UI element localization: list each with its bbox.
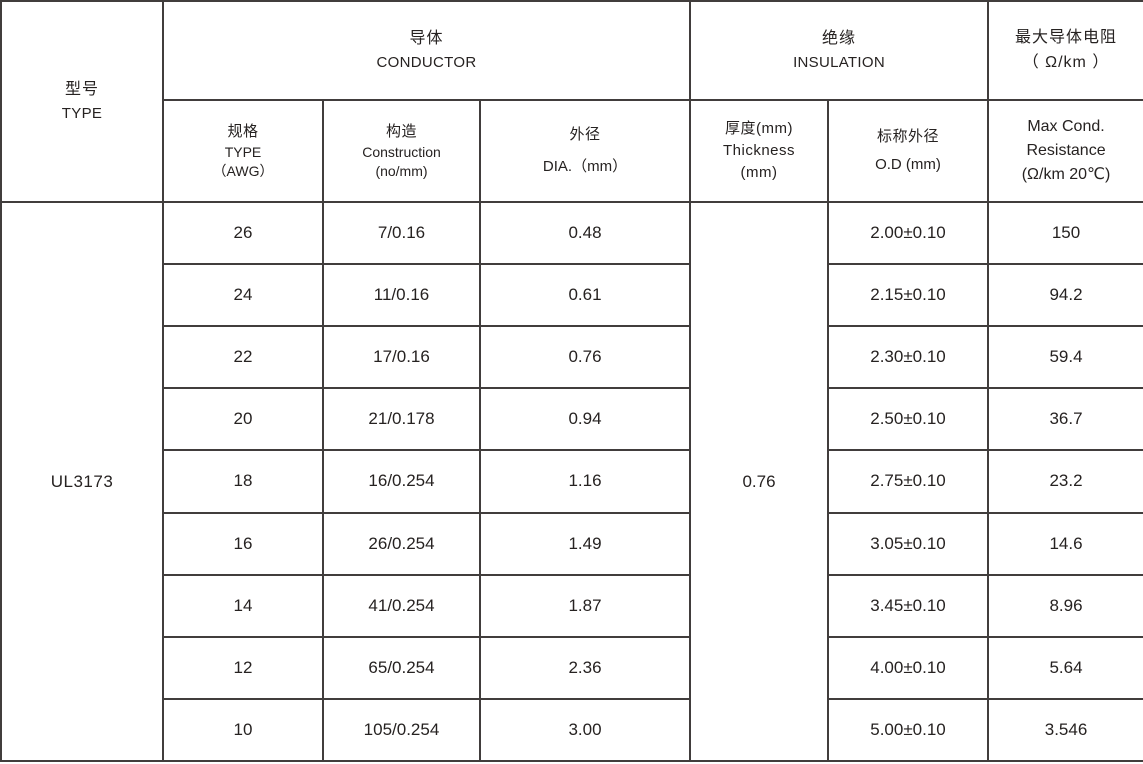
od-cell: 4.00±0.10 [827,635,990,700]
group-header-insulation: 绝缘 INSULATION [689,0,990,101]
group-header-resistance-unit: （ Ω/km ） [1022,53,1110,71]
dia-cell: 1.16 [478,449,692,514]
col-header-dia-en: DIA.（mm） [542,158,628,175]
group-header-insulation-en: INSULATION [793,53,885,71]
od-cell: 5.00±0.10 [827,697,990,763]
col-header-thickness-unit: (mm) [740,163,778,181]
awg-cell: 10 [162,697,324,763]
col-header-od: 标称外径 O.D (mm) [827,99,990,203]
resistance-cell: 3.546 [987,697,1143,763]
construction-cell: 17/0.16 [322,325,481,390]
awg-cell: 20 [162,387,324,452]
table-row: UL3173 26 7/0.16 0.48 0.76 2.00±0.10 150 [0,200,1143,762]
construction-cell: 11/0.16 [322,263,481,328]
construction-cell: 26/0.254 [322,511,481,576]
group-header-insulation-zh: 绝缘 [822,29,857,47]
col-header-awg: 规格 TYPE （AWG） [162,99,324,203]
resistance-cell: 5.64 [987,635,1143,700]
resistance-cell: 94.2 [987,263,1143,328]
construction-cell: 7/0.16 [322,200,481,266]
od-cell: 2.00±0.10 [827,200,990,266]
dia-cell: 0.48 [478,200,692,266]
col-header-max-resistance: Max Cond. Resistance (Ω/km 20℃) [987,99,1143,203]
col-header-max-resistance-l1: Max Cond. [1027,118,1105,135]
col-header-construction: 构造 Construction (no/mm) [322,99,481,203]
col-header-max-resistance-l3: (Ω/km 20℃) [1021,166,1111,183]
col-header-dia: 外径 DIA.（mm） [478,99,692,203]
awg-cell: 18 [162,449,324,514]
dia-cell: 1.49 [478,511,692,576]
resistance-cell: 23.2 [987,449,1143,514]
resistance-cell: 36.7 [987,387,1143,452]
construction-cell: 41/0.254 [322,573,481,638]
awg-cell: 16 [162,511,324,576]
od-cell: 3.45±0.10 [827,573,990,638]
type-value-cell: UL3173 [0,201,164,762]
thickness-value-cell: 0.76 [689,201,830,762]
col-header-awg-unit: （AWG） [212,162,274,179]
col-header-thickness: 厚度(mm) Thickness (mm) [689,99,830,203]
col-header-type-zh: 型号 [64,80,99,98]
col-header-construction-en: Construction [362,143,441,160]
dia-cell: 3.00 [478,697,692,763]
awg-cell: 26 [162,200,324,266]
od-cell: 3.05±0.10 [827,511,990,576]
dia-cell: 0.61 [478,263,692,328]
table-row: 22 17/0.16 0.76 2.30±0.10 59.4 [1,325,1143,390]
table-row: 10 105/0.254 3.00 5.00±0.10 3.546 [1,697,1143,763]
resistance-cell: 150 [987,200,1143,266]
dia-cell: 1.87 [478,573,692,638]
table-row: 24 11/0.16 0.61 2.15±0.10 94.2 [1,263,1143,328]
col-header-awg-en: TYPE [224,143,262,160]
group-header-resistance-zh: 最大导体电阻 [1015,28,1118,46]
group-header-conductor-zh: 导体 [409,29,444,47]
col-header-thickness-zh: 厚度(mm) [725,120,793,138]
od-cell: 2.30±0.10 [827,325,990,390]
construction-cell: 105/0.254 [322,697,481,763]
col-header-type: 型号 TYPE [0,0,164,203]
col-header-construction-unit: (no/mm) [375,162,428,179]
dia-cell: 0.76 [478,325,692,390]
construction-cell: 21/0.178 [322,387,481,452]
col-header-od-en: O.D (mm) [875,156,941,173]
od-cell: 2.75±0.10 [827,449,990,514]
col-header-thickness-en: Thickness [723,142,796,160]
od-cell: 2.50±0.10 [827,387,990,452]
dia-cell: 2.36 [478,635,692,700]
col-header-dia-zh: 外径 [569,126,601,143]
col-header-awg-zh: 规格 [227,123,259,141]
resistance-cell: 8.96 [987,573,1143,638]
group-header-resistance: 最大导体电阻 （ Ω/km ） [987,0,1143,101]
awg-cell: 22 [162,325,324,390]
awg-cell: 12 [162,635,324,700]
table-row: 14 41/0.254 1.87 3.45±0.10 8.96 [1,573,1143,638]
col-header-max-resistance-l2: Resistance [1026,142,1106,159]
table-row: 20 21/0.178 0.94 2.50±0.10 36.7 [1,387,1143,452]
dia-cell: 0.94 [478,387,692,452]
col-header-type-en: TYPE [61,104,103,122]
table-row: 12 65/0.254 2.36 4.00±0.10 5.64 [1,635,1143,700]
resistance-cell: 59.4 [987,325,1143,390]
awg-cell: 24 [162,263,324,328]
construction-cell: 16/0.254 [322,449,481,514]
awg-cell: 14 [162,573,324,638]
table-row: 16 26/0.254 1.49 3.05±0.10 14.6 [1,511,1143,576]
construction-cell: 65/0.254 [322,635,481,700]
col-header-od-zh: 标称外径 [877,128,940,145]
group-header-conductor-en: CONDUCTOR [376,53,477,71]
col-header-construction-zh: 构造 [385,123,417,141]
resistance-cell: 14.6 [987,511,1143,576]
table-row: 18 16/0.254 1.16 2.75±0.10 23.2 [1,449,1143,514]
od-cell: 2.15±0.10 [827,263,990,328]
group-header-conductor: 导体 CONDUCTOR [161,0,692,101]
